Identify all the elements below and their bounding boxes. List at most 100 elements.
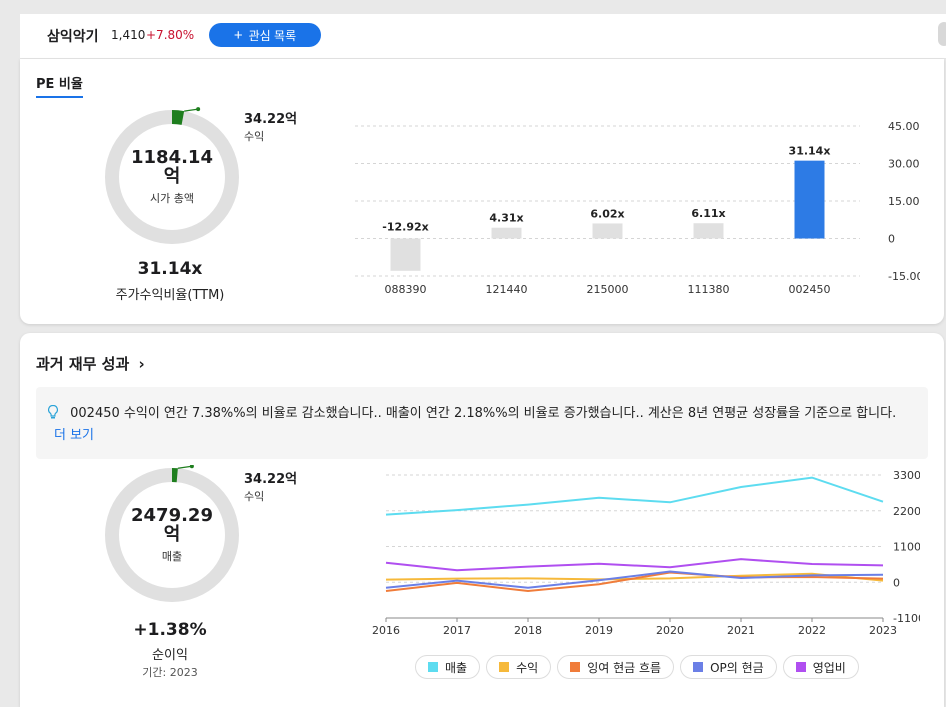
y-tick-label: 0 xyxy=(888,233,895,246)
stock-header: 삼익악기 1,410 +7.80% + 관심 목록 xyxy=(20,14,946,59)
stock-change: +7.80% xyxy=(146,28,195,42)
pe-ratio-label: 주가수익비율(TTM) xyxy=(115,288,225,303)
earnings-label: 수익 xyxy=(244,490,265,503)
donut-leader-dot xyxy=(189,464,194,469)
bar-data-label: 4.31x xyxy=(489,212,523,225)
stock-name[interactable]: 삼익악기 xyxy=(47,29,99,45)
x-tick-label: 111380 xyxy=(688,283,730,296)
donut-segment xyxy=(105,468,239,602)
x-tick-label: 002450 xyxy=(789,283,831,296)
revenue-value: 2479.29 xyxy=(131,505,213,526)
x-tick-label: 088390 xyxy=(385,283,427,296)
insight-box: 002450 수익이 연간 7.38%%의 비율로 감소했습니다.. 매출이 연… xyxy=(36,387,928,459)
donut-center: 2479.29 억 매출 xyxy=(102,465,242,605)
bar[interactable] xyxy=(491,227,522,239)
section-title-text: 과거 재무 성과 xyxy=(36,355,130,373)
x-tick-label: 2019 xyxy=(585,624,613,637)
plus-icon: + xyxy=(233,26,243,44)
section-title[interactable]: 과거 재무 성과 › xyxy=(36,353,145,374)
chart-legend: 매출 수익 잉여 현금 흐름 OP의 현금 영업비 xyxy=(415,655,859,679)
bar[interactable] xyxy=(390,238,421,271)
legend-swatch xyxy=(428,662,438,672)
bar-data-label: 6.11x xyxy=(691,207,725,220)
donut-leader-line xyxy=(184,108,199,112)
bar[interactable] xyxy=(592,223,623,239)
series-line[interactable] xyxy=(385,571,884,593)
legend-chip[interactable]: 잉여 현금 흐름 xyxy=(557,655,675,679)
market-cap-value: 1184.14 xyxy=(131,147,213,168)
market-cap-donut-svg xyxy=(105,107,239,244)
donut-leader-dot xyxy=(196,107,201,112)
bar[interactable] xyxy=(693,223,724,239)
revenue-label: 매출 xyxy=(161,550,183,563)
period-label: 기간: 2023 xyxy=(142,666,198,679)
series-line[interactable] xyxy=(385,570,884,589)
x-tick-label: 2016 xyxy=(372,624,400,637)
x-tick-label: 215000 xyxy=(587,283,629,296)
legend-chip[interactable]: 매출 xyxy=(415,655,481,679)
legend-chip[interactable]: OP의 현금 xyxy=(680,655,777,679)
scrollbar-handle[interactable] xyxy=(938,22,946,46)
y-tick-label: -1100억 xyxy=(893,612,920,625)
legend-label: 잉여 현금 흐름 xyxy=(587,660,662,675)
pe-ratio-card: PE 비율 1184.14 억 시가 총액 34.22억 수익 31.14x 주… xyxy=(20,59,944,324)
x-tick-label: 2022 xyxy=(798,624,826,637)
legend-swatch xyxy=(693,662,704,672)
earnings-value: 34.22억 xyxy=(244,472,298,487)
donut-center: 1184.14 억 시가 총액 xyxy=(102,107,242,247)
donut-leader-line xyxy=(177,465,192,469)
add-to-watchlist-button[interactable]: + 관심 목록 xyxy=(209,23,321,47)
revenue-unit: 억 xyxy=(163,524,181,545)
x-tick-label: 2017 xyxy=(443,624,471,637)
x-tick-label: 2021 xyxy=(727,624,755,637)
x-tick-label: 2023 xyxy=(869,624,897,637)
financial-line-chart: 3300억 2200억 1100억 0 -1100억 2016 2017 2018 2019 20… xyxy=(372,469,920,637)
net-margin-label: 순이익 xyxy=(152,648,188,663)
earnings-value: 34.22억 xyxy=(244,112,298,127)
tab-pe-ratio[interactable]: PE 비율 xyxy=(36,73,83,98)
series-line[interactable] xyxy=(385,558,884,572)
market-cap-label: 시가 총액 xyxy=(150,192,194,205)
pe-comparison-bar-chart: 45.00 30.00 15.00 0 -15.00 -12.92x 088390 4.31x… xyxy=(355,120,920,296)
net-margin-value: +1.38% xyxy=(133,620,207,640)
stock-price: 1,410 xyxy=(111,28,146,42)
legend-chip[interactable]: 수익 xyxy=(486,655,552,679)
market-cap-unit: 억 xyxy=(163,166,181,187)
bar-data-label: -12.92x xyxy=(382,221,428,234)
legend-label: 수익 xyxy=(516,660,539,675)
financial-performance-card: 과거 재무 성과 › 002450 수익이 연간 7.38%%의 비율로 감소했… xyxy=(20,333,944,707)
y-tick-label: 0 xyxy=(893,576,900,589)
lightbulb-icon xyxy=(48,404,62,421)
legend-chip[interactable]: 영업비 xyxy=(782,655,859,679)
insight-text: 002450 수익이 연간 7.38%%의 비율로 감소했습니다.. 매출이 연… xyxy=(70,406,897,421)
x-tick-label: 121440 xyxy=(486,283,528,296)
y-tick-label: -15.00 xyxy=(888,270,920,283)
watchlist-button-label: 관심 목록 xyxy=(248,28,297,43)
x-tick-label: 2018 xyxy=(514,624,542,637)
y-tick-label: 3300억 xyxy=(893,469,920,482)
legend-label: OP의 현금 xyxy=(710,660,764,675)
revenue-donut-svg xyxy=(105,464,239,602)
legend-label: 매출 xyxy=(445,660,468,675)
donut-segment xyxy=(105,110,239,244)
revenue-donut: 2479.29 억 매출 xyxy=(102,464,242,605)
y-tick-label: 1100억 xyxy=(893,541,920,554)
y-tick-label: 30.00 xyxy=(888,158,920,171)
bar-data-label: 6.02x xyxy=(590,207,624,220)
market-cap-donut: 1184.14 억 시가 총액 xyxy=(102,107,242,247)
legend-swatch xyxy=(570,662,581,672)
legend-swatch xyxy=(499,662,510,672)
bar[interactable] xyxy=(794,160,825,239)
legend-label: 영업비 xyxy=(812,660,846,675)
earnings-label: 수익 xyxy=(244,130,265,143)
read-more-link[interactable]: 더 보기 xyxy=(54,428,95,443)
chevron-right-icon: › xyxy=(138,355,145,373)
pe-ratio-value: 31.14x xyxy=(137,259,203,279)
series-line[interactable] xyxy=(385,476,884,516)
y-tick-label: 45.00 xyxy=(888,120,920,133)
bar-data-label: 31.14x xyxy=(789,145,831,158)
x-tick-label: 2020 xyxy=(656,624,684,637)
legend-swatch xyxy=(795,662,806,672)
y-tick-label: 2200억 xyxy=(893,505,920,518)
y-tick-label: 15.00 xyxy=(888,195,920,208)
